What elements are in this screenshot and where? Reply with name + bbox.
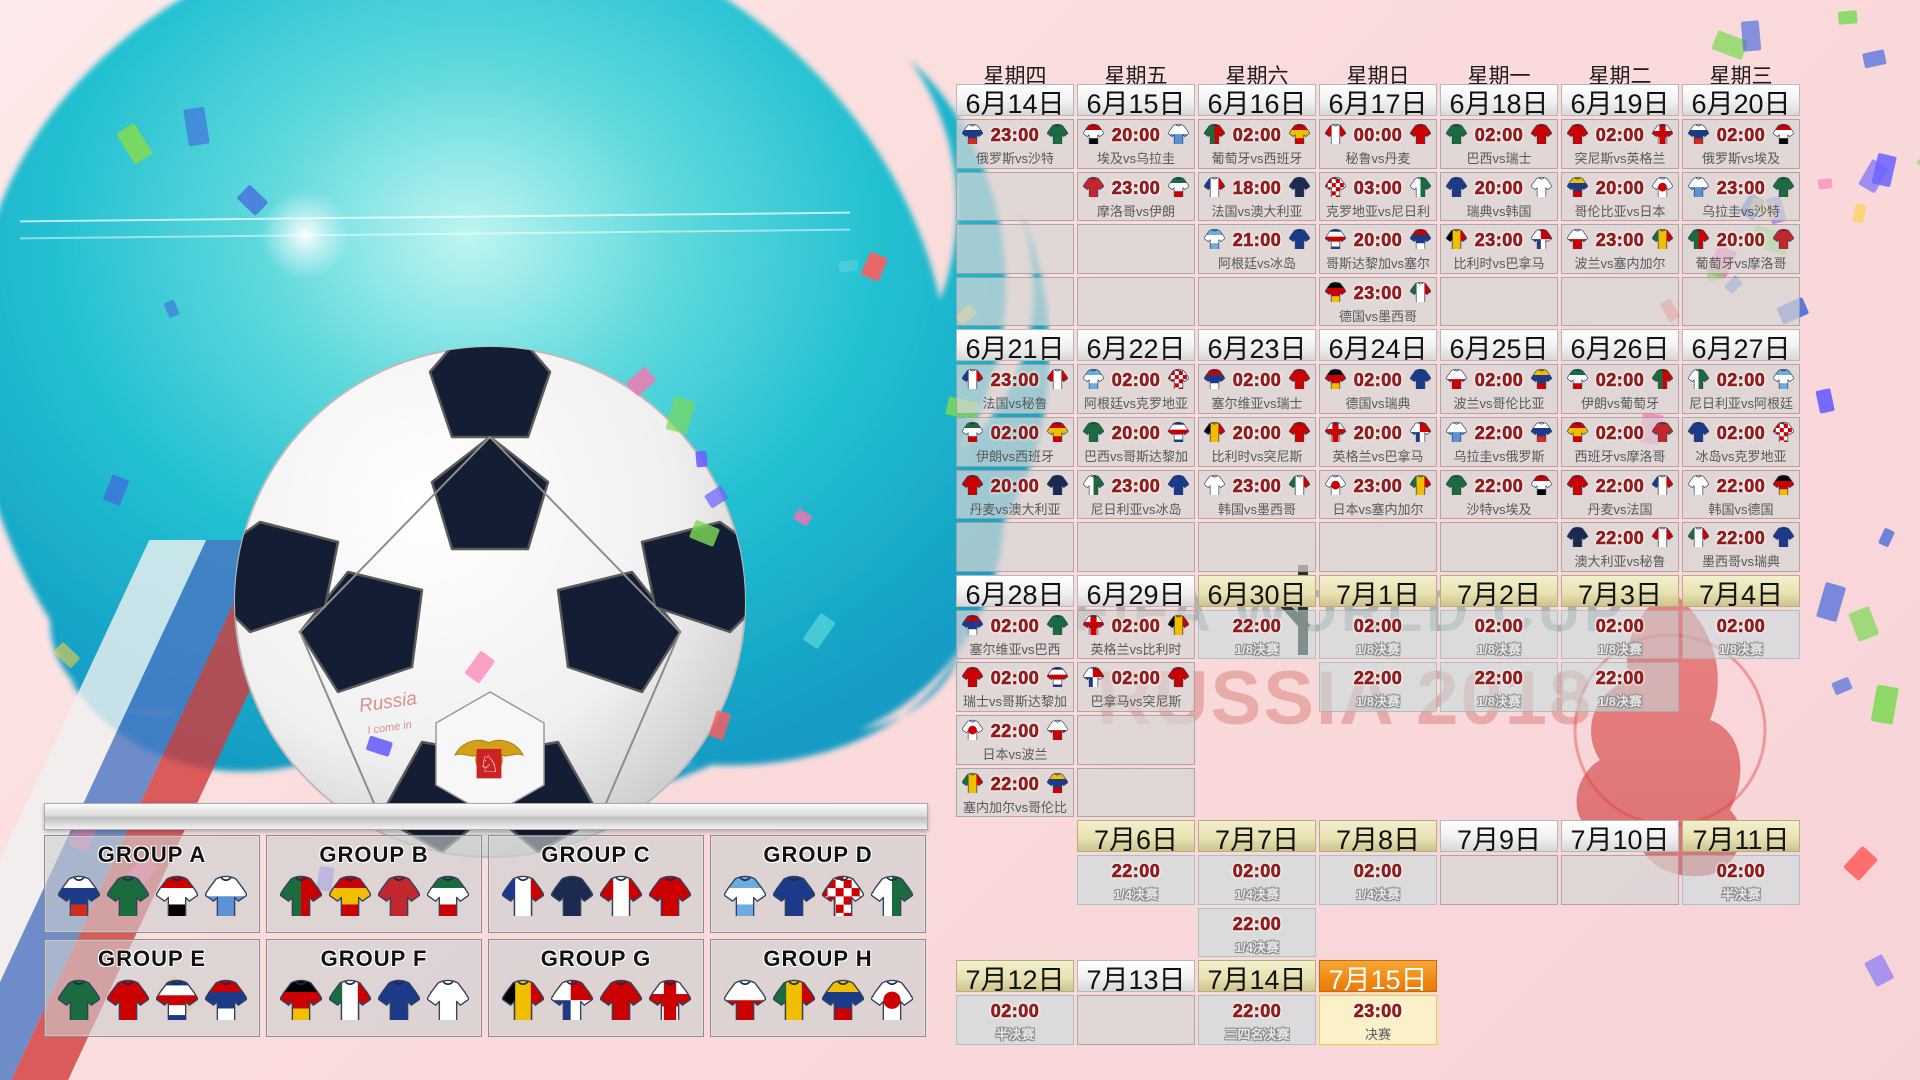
svg-text:♘: ♘: [479, 752, 500, 778]
